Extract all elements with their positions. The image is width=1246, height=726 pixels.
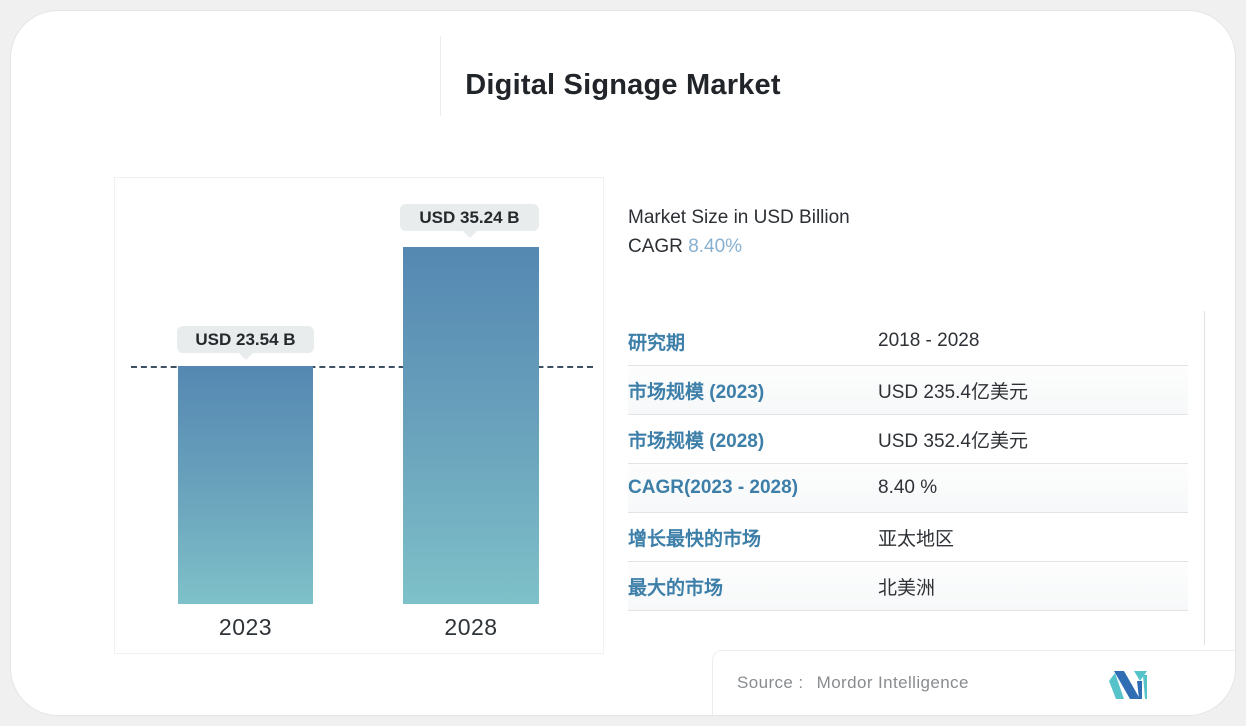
- row-value: 2018 - 2028: [878, 330, 980, 351]
- market-size-caption: Market Size in USD Billion: [628, 207, 850, 228]
- infographic-card: Digital Signage Market USD 23.54 B USD 3…: [10, 10, 1236, 716]
- row-value: USD 235.4亿美元: [878, 381, 1028, 403]
- caret-down-icon: [462, 231, 477, 238]
- source-text: Source : Mordor Intelligence: [713, 673, 969, 693]
- source-footer: Source : Mordor Intelligence: [712, 650, 1235, 715]
- caret-down-icon: [238, 353, 253, 360]
- row-label: 增长最快的市场: [628, 528, 762, 550]
- row-value: 亚太地区: [878, 528, 955, 550]
- table-right-border: [1204, 311, 1205, 645]
- source-label: Source :: [737, 673, 804, 692]
- cagr-label: CAGR: [628, 236, 683, 257]
- row-label: 最大的市场: [628, 577, 724, 599]
- bar-2028: [403, 247, 539, 604]
- table-row: 增长最快的市场 亚太地区: [628, 513, 1188, 562]
- table-row: 市场规模 (2028) USD 352.4亿美元: [628, 415, 1188, 464]
- row-label: CAGR(2023 - 2028): [628, 477, 799, 498]
- row-label: 市场规模 (2023): [628, 381, 765, 403]
- x-axis-label-2023: 2023: [218, 614, 273, 640]
- market-info-block: Market Size in USD Billion CAGR 8.40%: [628, 203, 850, 261]
- row-label: 研究期: [628, 332, 686, 354]
- row-value: USD 352.4亿美元: [878, 430, 1028, 452]
- value-label-2028-text: USD 35.24 B: [419, 207, 520, 227]
- bar-chart-panel: USD 23.54 B USD 35.24 B 2023 2028: [114, 177, 604, 654]
- source-value: Mordor Intelligence: [816, 673, 969, 692]
- row-value: 8.40 %: [878, 477, 938, 498]
- table-row: 最大的市场 北美洲: [628, 562, 1188, 611]
- cagr-line: CAGR 8.40%: [628, 232, 850, 261]
- table-row: CAGR(2023 - 2028) 8.40 %: [628, 464, 1188, 513]
- page-title: Digital Signage Market: [465, 69, 781, 101]
- table-row: 市场规模 (2023) USD 235.4亿美元: [628, 366, 1188, 415]
- row-value: 北美洲: [878, 577, 936, 599]
- mordor-intelligence-logo-icon: [1109, 671, 1147, 699]
- value-label-2028: USD 35.24 B: [400, 204, 539, 238]
- value-label-2023: USD 23.54 B: [177, 326, 314, 360]
- title-divider: [440, 36, 441, 116]
- x-axis-label-2028: 2028: [444, 614, 498, 640]
- row-label: 市场规模 (2028): [628, 430, 765, 452]
- facts-table: 研究期 2018 - 2028 市场规模 (2023) USD 235.4亿美元…: [628, 317, 1188, 611]
- bar-2023: [178, 366, 313, 604]
- cagr-value: 8.40%: [688, 236, 743, 257]
- table-row: 研究期 2018 - 2028: [628, 317, 1188, 366]
- value-label-2023-text: USD 23.54 B: [195, 329, 296, 349]
- reference-dashed-line: [131, 366, 593, 368]
